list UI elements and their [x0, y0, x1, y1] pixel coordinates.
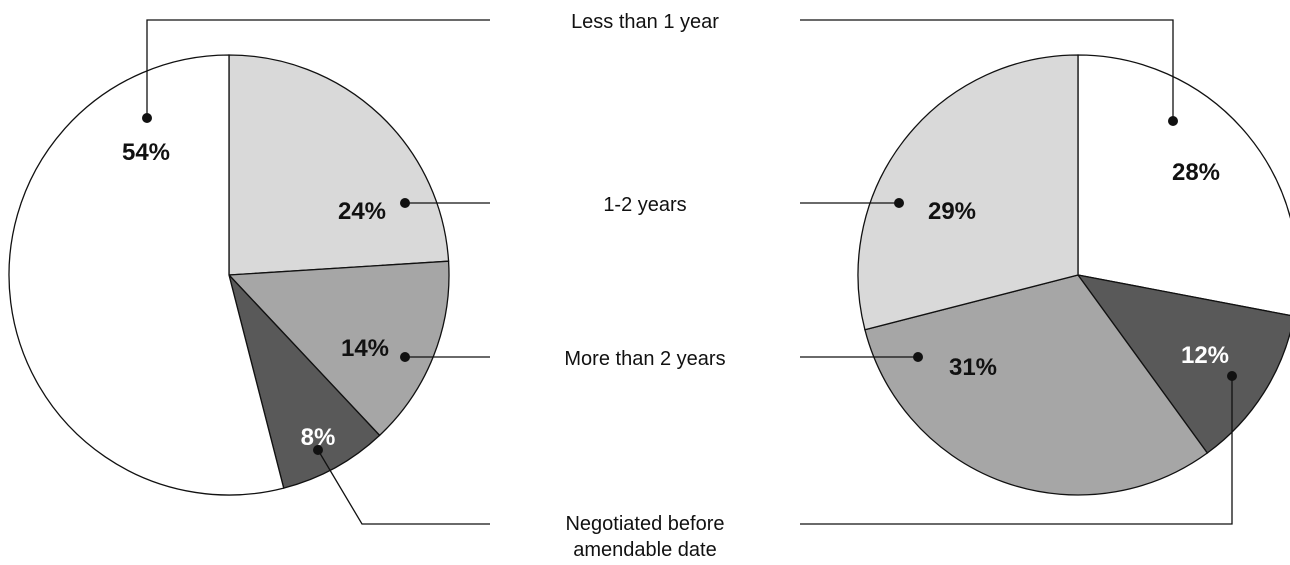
left-pie-label-less-than-1-year: 54% [122, 139, 170, 166]
left-pie-chart [8, 54, 450, 496]
right-pie-label-more-than-2-years: 31% [949, 354, 997, 381]
category-label-negotiated-line2: amendable date [573, 539, 716, 561]
right-pie-chart [857, 54, 1290, 496]
category-label-more-than-2-years: More than 2 years [564, 348, 725, 370]
category-label-1-2-years: 1-2 years [603, 194, 686, 216]
leader-lines [142, 19, 1237, 525]
category-labels: Less than 1 year 1-2 years More than 2 y… [564, 11, 725, 561]
left-leader-negotiated [317, 449, 490, 525]
left-leader-less-than-1-year [146, 19, 490, 118]
left-pie-slice-1-2-years [228, 54, 450, 276]
right-leader-dot-less-than-1-year [1168, 116, 1178, 126]
right-leader-dot-1-2-years [894, 198, 904, 208]
right-leader-less-than-1-year [800, 19, 1174, 121]
left-pie-label-negotiated-before-amendable-date: 8% [301, 424, 336, 451]
right-pie-slice-1-2-years [857, 54, 1079, 331]
right-pie-slice-less-than-1-year [1077, 54, 1290, 317]
left-pie-slice-less-than-1-year [8, 54, 285, 496]
category-label-less-than-1-year: Less than 1 year [571, 11, 719, 33]
right-pie-slice-more-than-2-years [864, 274, 1209, 496]
left-pie-label-1-2-years: 24% [338, 198, 386, 225]
left-pie-slice-negotiated-before-amendable-date [228, 274, 381, 489]
right-pie-slice-negotiated-before-amendable-date [1076, 274, 1290, 454]
left-leader-dot-1-2-years [400, 198, 410, 208]
right-pie-label-negotiated-before-amendable-date: 12% [1181, 342, 1229, 369]
left-leader-dot-less-than-1-year [142, 113, 152, 123]
right-leader-negotiated [800, 376, 1233, 525]
percent-labels: 54% 24% 14% 8% 28% 29% 31% 12% [122, 139, 1229, 451]
right-leader-dot-more-than-2-years [913, 352, 923, 362]
right-leader-dot-negotiated [1227, 371, 1237, 381]
left-leader-dot-more-than-2-years [400, 352, 410, 362]
right-pie-label-1-2-years: 29% [928, 198, 976, 225]
left-pie-slice-more-than-2-years [227, 260, 450, 437]
right-pie-label-less-than-1-year: 28% [1172, 159, 1220, 186]
category-label-negotiated-line1: Negotiated before [565, 513, 724, 535]
left-leader-dot-negotiated [313, 445, 323, 455]
left-pie-label-more-than-2-years: 14% [341, 335, 389, 362]
